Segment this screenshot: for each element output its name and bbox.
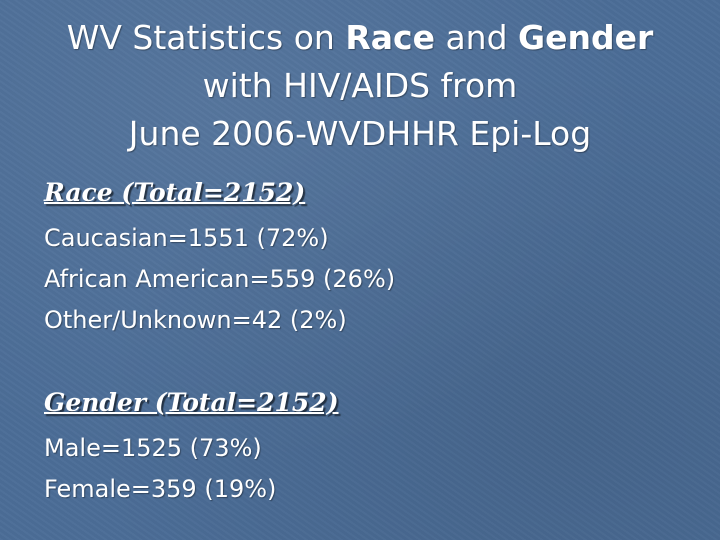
stat-line: Male=1525 (73%) bbox=[44, 434, 262, 462]
section-heading: Gender (Total=2152) bbox=[44, 388, 339, 417]
title-line: WV Statistics on Race and Gender bbox=[0, 18, 720, 58]
title-line: with HIV/AIDS from bbox=[202, 66, 518, 105]
title-emphasis: Gender bbox=[518, 18, 654, 57]
stat-line: Female=359 (19%) bbox=[44, 475, 277, 503]
stat-line: Caucasian=1551 (72%) bbox=[44, 224, 329, 252]
title-text: and bbox=[434, 18, 519, 57]
title-text: WV Statistics on bbox=[66, 18, 346, 57]
section-heading: Race (Total=2152) bbox=[44, 178, 306, 207]
stat-line: Other/Unknown=42 (2%) bbox=[44, 306, 347, 334]
title-emphasis: Race bbox=[345, 18, 435, 57]
stat-line: African American=559 (26%) bbox=[44, 265, 396, 293]
title-line: June 2006-WVDHHR Epi-Log bbox=[128, 114, 592, 153]
